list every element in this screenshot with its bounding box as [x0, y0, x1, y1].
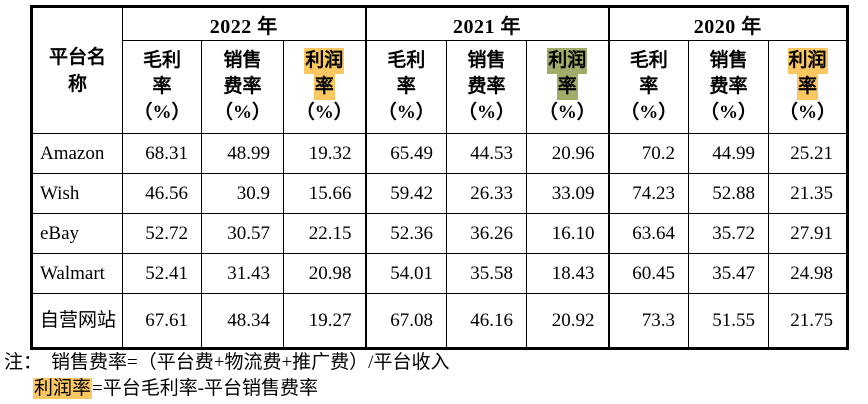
value-cell: 65.49 [364, 133, 448, 174]
value-cell: 52.72 [122, 213, 202, 254]
footnote-prefix: 注： [4, 352, 43, 373]
value-cell: 26.33 [446, 173, 528, 214]
platform-name-cell: Amazon [31, 133, 123, 174]
value-cell: 21.75 [768, 293, 849, 349]
value-cell: 25.21 [768, 133, 849, 174]
platform-name-cell: Wish [31, 173, 123, 214]
value-cell: 48.34 [201, 293, 284, 349]
year-header-2020: 2020 年 [607, 6, 849, 41]
value-cell: 30.57 [201, 213, 284, 254]
platform-name-cell: eBay [31, 213, 123, 254]
metric-header-profit-margin-2022: 利润 率 （%） [282, 40, 367, 134]
value-cell: 59.42 [364, 173, 448, 214]
table-row-amazon: Amazon 68.31 48.99 19.32 65.49 44.53 20.… [31, 133, 849, 174]
footnote-line-1: 注： 销售费率=（平台费+物流费+推广费）/平台收入 [4, 350, 449, 376]
footnotes: 注： 销售费率=（平台费+物流费+推广费）/平台收入 利润率=平台毛利率-平台销售… [4, 350, 449, 402]
metric-header-gross-margin-2021: 毛利 率 （%） [364, 40, 448, 134]
value-cell: 15.66 [282, 173, 367, 214]
value-cell: 20.98 [282, 253, 367, 294]
value-cell: 19.27 [282, 293, 367, 349]
platform-margin-table: 平台名称 2022 年 2021 年 2020 年 毛利 率 （%） 销售 费率… [30, 5, 850, 350]
value-cell: 73.3 [607, 293, 690, 349]
value-cell: 27.91 [768, 213, 849, 254]
value-cell: 48.99 [201, 133, 284, 174]
value-cell: 24.98 [768, 253, 849, 294]
value-cell: 35.47 [688, 253, 770, 294]
value-cell: 52.88 [688, 173, 770, 214]
value-cell: 20.96 [526, 133, 610, 174]
value-cell: 20.92 [526, 293, 610, 349]
metric-header-gross-margin-2022: 毛利 率 （%） [122, 40, 202, 134]
footnote-highlight-term: 利润率 [33, 378, 93, 399]
table-row-own-website: 自营网站 67.61 48.34 19.27 67.08 46.16 20.92… [31, 293, 849, 349]
footnote-line-2: 利润率=平台毛利率-平台销售费率 [33, 376, 449, 402]
value-cell: 19.32 [282, 133, 367, 174]
value-cell: 74.23 [607, 173, 690, 214]
platform-name-cell: 自营网站 [31, 293, 123, 349]
value-cell: 36.26 [446, 213, 528, 254]
metric-header-sales-expense-rate-2020: 销售 费率 （%） [688, 40, 770, 134]
value-cell: 22.15 [282, 213, 367, 254]
value-cell: 52.41 [122, 253, 202, 294]
year-header-2021: 2021 年 [364, 6, 610, 41]
metric-header-sales-expense-rate-2022: 销售 费率 （%） [201, 40, 284, 134]
value-cell: 16.10 [526, 213, 610, 254]
metric-header-profit-margin-2020: 利润 率 （%） [768, 40, 849, 134]
value-cell: 51.55 [688, 293, 770, 349]
value-cell: 63.64 [607, 213, 690, 254]
value-cell: 35.72 [688, 213, 770, 254]
table-row-ebay: eBay 52.72 30.57 22.15 52.36 36.26 16.10… [31, 213, 849, 254]
table-row-wish: Wish 46.56 30.9 15.66 59.42 26.33 33.09 … [31, 173, 849, 214]
metric-header-sales-expense-rate-2021: 销售 费率 （%） [446, 40, 528, 134]
platform-name-header: 平台名称 [31, 6, 123, 134]
value-cell: 44.53 [446, 133, 528, 174]
metric-header-profit-margin-2021: 利润 率 （%） [526, 40, 610, 134]
metric-header-gross-margin-2020: 毛利 率 （%） [607, 40, 690, 134]
value-cell: 21.35 [768, 173, 849, 214]
footnote-text-1: 销售费率=（平台费+物流费+推广费）/平台收入 [51, 352, 450, 373]
value-cell: 44.99 [688, 133, 770, 174]
footnote-text-2: =平台毛利率-平台销售费率 [92, 378, 319, 399]
value-cell: 30.9 [201, 173, 284, 214]
value-cell: 60.45 [607, 253, 690, 294]
value-cell: 70.2 [607, 133, 690, 174]
value-cell: 67.08 [364, 293, 448, 349]
value-cell: 35.58 [446, 253, 528, 294]
value-cell: 33.09 [526, 173, 610, 214]
value-cell: 68.31 [122, 133, 202, 174]
value-cell: 67.61 [122, 293, 202, 349]
value-cell: 46.16 [446, 293, 528, 349]
value-cell: 18.43 [526, 253, 610, 294]
year-header-2022: 2022 年 [121, 6, 367, 41]
platform-name-cell: Walmart [31, 253, 123, 294]
value-cell: 31.43 [201, 253, 284, 294]
platform-margin-table-wrap: 平台名称 2022 年 2021 年 2020 年 毛利 率 （%） 销售 费率… [30, 5, 850, 350]
value-cell: 54.01 [364, 253, 448, 294]
table-row-walmart: Walmart 52.41 31.43 20.98 54.01 35.58 18… [31, 253, 849, 294]
value-cell: 52.36 [364, 213, 448, 254]
value-cell: 46.56 [122, 173, 202, 214]
